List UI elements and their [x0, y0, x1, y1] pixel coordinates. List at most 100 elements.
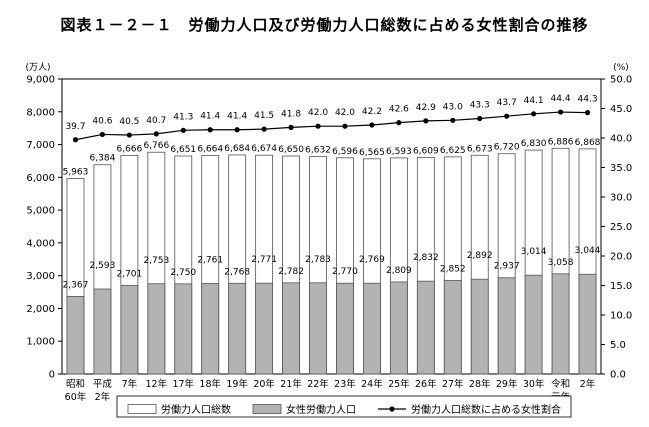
ratio-value-label: 44.3 [578, 95, 598, 105]
female-value-label: 2,852 [440, 265, 466, 275]
total-value-label: 6,664 [197, 145, 223, 155]
x-tick-label: 27年 [442, 378, 464, 390]
y-tick-label: 3,000 [26, 271, 55, 282]
female-bar [147, 283, 166, 375]
x-tick-label: 昭和 [66, 379, 85, 390]
ratio-value-label: 42.6 [389, 105, 409, 115]
female-value-label: 2,761 [197, 256, 223, 266]
y-axis-unit: (万人) [25, 62, 50, 73]
legend-swatch-female [252, 404, 282, 414]
female-bar [416, 280, 435, 375]
ratio-point [342, 123, 348, 129]
total-value-label: 6,673 [467, 144, 493, 154]
legend-box [116, 395, 572, 418]
y-right-tick-label: 50.0 [610, 75, 632, 86]
x-tick-label: 2年 [95, 391, 111, 403]
female-value-label: 2,768 [224, 267, 250, 277]
female-value-label: 2,701 [116, 269, 142, 279]
x-tick-label: 22年 [307, 378, 329, 390]
ratio-point [450, 117, 456, 123]
female-value-label: 3,058 [548, 258, 574, 268]
ratio-series-line [75, 111, 588, 141]
ratio-value-label: 39.7 [65, 122, 85, 132]
ratio-value-label: 42.0 [335, 108, 355, 118]
total-value-label: 6,609 [413, 146, 439, 156]
y-right-tick-label: 30.0 [610, 193, 632, 204]
y-right-axis-unit: (%) [613, 63, 629, 73]
female-bar [255, 282, 274, 375]
chart-title: 図表１－２－１ 労働力人口及び労働力人口総数に占める女性割合の推移 [60, 16, 589, 34]
y-right-tick-label: 25.0 [610, 222, 632, 233]
ratio-point [180, 127, 186, 133]
y-tick-label: 9,000 [26, 75, 55, 86]
total-value-label: 6,596 [332, 147, 358, 157]
ratio-value-label: 42.9 [416, 103, 436, 113]
ratio-point [369, 122, 375, 128]
ratio-point [315, 123, 321, 129]
ratio-point [288, 124, 294, 130]
ratio-value-label: 40.5 [119, 117, 139, 127]
y-tick-label: 5,000 [26, 206, 55, 217]
female-value-label: 2,769 [359, 255, 385, 265]
female-value-label: 2,770 [332, 267, 358, 277]
ratio-point [584, 110, 591, 116]
female-bar [120, 285, 139, 375]
female-value-label: 2,937 [494, 262, 520, 272]
ratio-value-label: 41.8 [281, 109, 301, 119]
female-value-label: 2,832 [413, 253, 439, 263]
total-value-label: 6,830 [521, 139, 547, 149]
x-tick-label: 2年 [580, 378, 596, 390]
total-value-label: 6,886 [548, 137, 574, 147]
female-value-label: 2,750 [170, 268, 196, 278]
ratio-value-label: 42.0 [308, 108, 328, 118]
ratio-point [153, 131, 159, 137]
ratio-value-label: 43.0 [443, 102, 463, 112]
legend-swatch-ratio-point [389, 406, 395, 412]
ratio-point [477, 115, 483, 122]
ratio-point [396, 120, 402, 126]
ratio-value-label: 43.3 [470, 101, 490, 111]
total-value-label: 6,593 [386, 147, 412, 157]
x-tick-label: 19年 [226, 378, 248, 390]
legend-label-ratio: 労働力人口総数に占める女性割合 [411, 403, 561, 416]
y-right-tick-label: 0.0 [610, 370, 626, 381]
legend-swatch-total [127, 404, 157, 414]
female-value-label: 2,783 [305, 255, 331, 265]
female-bar [497, 277, 516, 375]
female-bar [93, 288, 112, 375]
female-value-label: 2,593 [90, 261, 116, 271]
legend: 労働力人口総数 女性労働力人口 労働力人口総数に占める女性割合 [116, 395, 572, 418]
ratio-value-label: 43.7 [497, 98, 517, 108]
female-value-label: 2,771 [251, 255, 277, 265]
x-tick-label: 18年 [199, 378, 221, 390]
total-value-label: 6,651 [170, 145, 196, 155]
ratio-value-label: 41.4 [200, 112, 220, 122]
x-tick-label: 30年 [523, 378, 545, 390]
total-value-label: 6,720 [494, 143, 520, 153]
total-value-label: 6,868 [575, 138, 601, 148]
female-value-label: 2,809 [386, 266, 412, 276]
female-bar [174, 283, 193, 375]
female-bars [66, 273, 597, 375]
female-bar [389, 281, 408, 375]
legend-label-total: 労働力人口総数 [161, 403, 231, 416]
y-right-tick-label: 20.0 [610, 252, 632, 263]
x-tick-label: 26年 [415, 378, 437, 390]
total-value-label: 6,650 [278, 145, 304, 155]
female-bar [524, 274, 543, 375]
y-right-tick-label: 45.0 [610, 104, 632, 115]
total-value-label: 6,674 [251, 144, 277, 154]
female-value-label: 3,014 [521, 247, 547, 257]
y-tick-label: 8,000 [26, 107, 55, 118]
y-tick-label: 0 [49, 370, 55, 381]
x-tick-label: 平成 [93, 378, 113, 390]
female-bar [309, 282, 327, 375]
ratio-line [72, 109, 591, 143]
total-value-label: 6,666 [116, 145, 142, 155]
female-bar [443, 280, 462, 375]
female-bar [551, 273, 570, 375]
axes: 0 1,000 2,000 3,000 4,000 5,000 6,000 7,000 8,00… [25, 62, 632, 403]
ratio-point [504, 113, 510, 119]
y-right-tick-label: 5.0 [610, 340, 626, 351]
